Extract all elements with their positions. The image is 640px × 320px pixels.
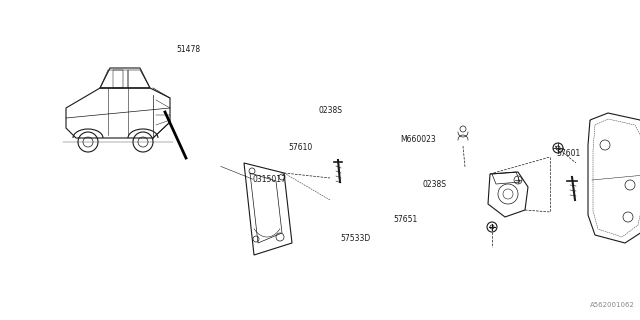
Text: 57533D: 57533D	[340, 234, 371, 243]
Text: 51478: 51478	[177, 45, 201, 54]
Text: 0315017: 0315017	[253, 175, 287, 184]
Text: 57610: 57610	[288, 143, 312, 152]
Text: 57651: 57651	[394, 215, 418, 224]
Text: 0238S: 0238S	[319, 106, 343, 115]
Text: 0238S: 0238S	[422, 180, 447, 188]
Text: 57601: 57601	[557, 149, 581, 158]
Text: A562001062: A562001062	[590, 302, 635, 308]
Text: M660023: M660023	[400, 135, 436, 144]
